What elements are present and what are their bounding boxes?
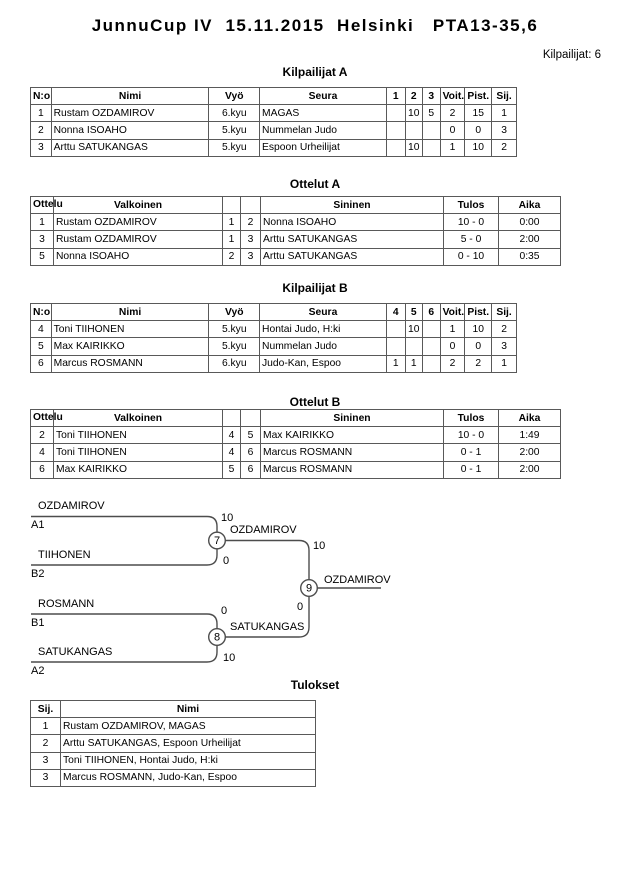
svg-text:9: 9 <box>306 583 312 595</box>
svg-text:7: 7 <box>214 535 220 547</box>
svg-text:8: 8 <box>214 632 220 644</box>
